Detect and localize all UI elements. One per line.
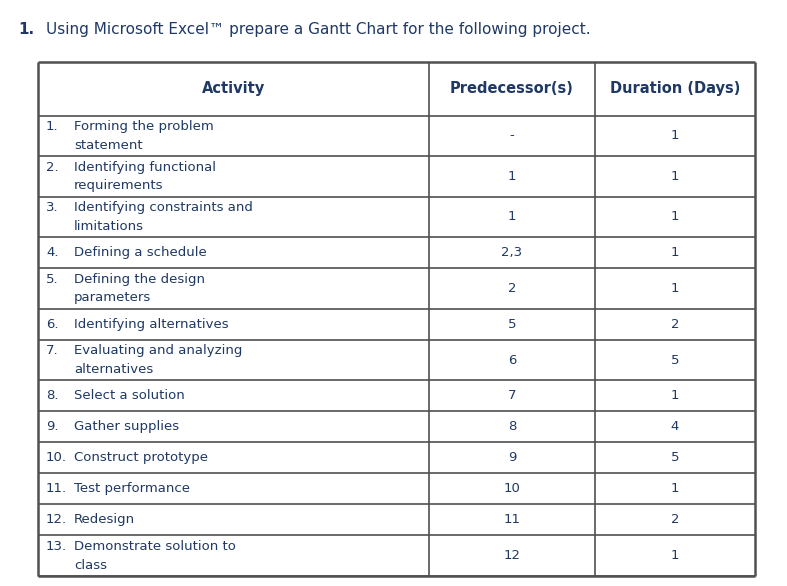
Text: 11.: 11.	[46, 482, 67, 495]
Text: 1: 1	[671, 170, 679, 183]
Text: parameters: parameters	[74, 291, 151, 304]
Text: 1: 1	[671, 482, 679, 495]
Text: 13.: 13.	[46, 540, 67, 553]
Text: 3.: 3.	[46, 201, 58, 214]
Text: 1: 1	[671, 130, 679, 142]
Text: 6.: 6.	[46, 318, 58, 331]
Text: Evaluating and analyzing: Evaluating and analyzing	[74, 345, 242, 357]
Text: 1.: 1.	[18, 22, 34, 37]
Text: Select a solution: Select a solution	[74, 390, 185, 403]
Text: Demonstrate solution to: Demonstrate solution to	[74, 540, 236, 553]
Text: Gather supplies: Gather supplies	[74, 420, 179, 434]
Text: 2,3: 2,3	[501, 246, 523, 259]
Text: requirements: requirements	[74, 179, 164, 192]
Text: alternatives: alternatives	[74, 363, 153, 376]
Text: Defining the design: Defining the design	[74, 272, 205, 286]
Text: 12: 12	[504, 549, 520, 562]
Text: Construct prototype: Construct prototype	[74, 451, 208, 465]
Text: 2: 2	[671, 513, 679, 526]
Text: 1: 1	[671, 210, 679, 223]
Text: 4.: 4.	[46, 246, 58, 259]
Text: Using Microsoft Excel™ prepare a Gantt Chart for the following project.: Using Microsoft Excel™ prepare a Gantt C…	[46, 22, 590, 37]
Text: 7.: 7.	[46, 345, 58, 357]
Text: 1: 1	[671, 390, 679, 403]
Text: Defining a schedule: Defining a schedule	[74, 246, 207, 259]
Text: 10.: 10.	[46, 451, 67, 465]
Text: 2: 2	[508, 282, 516, 295]
Text: 11: 11	[504, 513, 520, 526]
Text: -: -	[509, 130, 515, 142]
Text: statement: statement	[74, 139, 142, 152]
Text: 8.: 8.	[46, 390, 58, 403]
Text: 1: 1	[671, 246, 679, 259]
Text: Duration (Days): Duration (Days)	[610, 81, 741, 96]
Text: 5: 5	[508, 318, 516, 331]
Text: Identifying alternatives: Identifying alternatives	[74, 318, 229, 331]
Text: 10: 10	[504, 482, 520, 495]
Text: Test performance: Test performance	[74, 482, 190, 495]
Text: 1: 1	[508, 210, 516, 223]
Text: 1: 1	[508, 170, 516, 183]
Text: class: class	[74, 558, 107, 571]
Text: 8: 8	[508, 420, 516, 434]
Text: Redesign: Redesign	[74, 513, 135, 526]
Text: Activity: Activity	[201, 81, 265, 96]
Text: limitations: limitations	[74, 220, 144, 233]
Text: 4: 4	[671, 420, 679, 434]
Text: 5.: 5.	[46, 272, 58, 286]
Text: 1: 1	[671, 282, 679, 295]
Text: 6: 6	[508, 353, 516, 367]
Text: Identifying functional: Identifying functional	[74, 161, 216, 173]
Text: 9.: 9.	[46, 420, 58, 434]
Text: Predecessor(s): Predecessor(s)	[450, 81, 574, 96]
Text: 5: 5	[671, 451, 679, 465]
Text: 9: 9	[508, 451, 516, 465]
Text: 2.: 2.	[46, 161, 58, 173]
Text: 12.: 12.	[46, 513, 67, 526]
Text: 7: 7	[508, 390, 516, 403]
Text: Forming the problem: Forming the problem	[74, 120, 214, 133]
Text: 1: 1	[671, 549, 679, 562]
Text: 2: 2	[671, 318, 679, 331]
Text: Identifying constraints and: Identifying constraints and	[74, 201, 253, 214]
Text: 1.: 1.	[46, 120, 58, 133]
Text: 5: 5	[671, 353, 679, 367]
